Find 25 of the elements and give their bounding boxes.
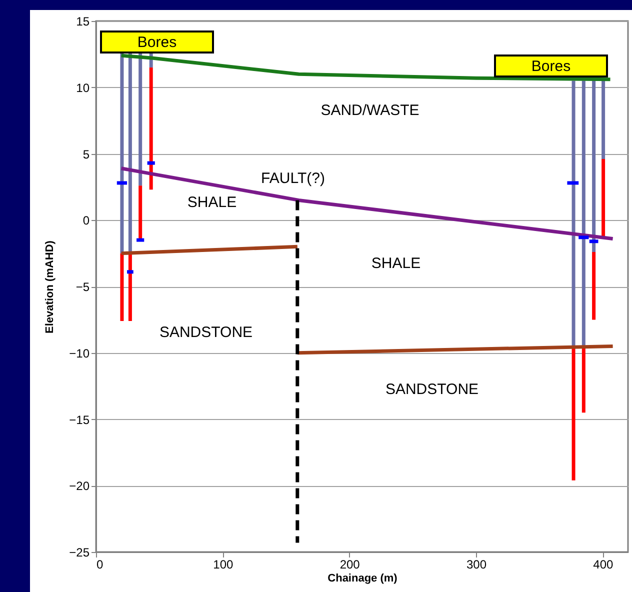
- line-series: [120, 54, 612, 82]
- y-tick-label: −20: [69, 479, 90, 494]
- y-tick-label: 5: [82, 147, 90, 162]
- x-tick-label: 0: [96, 558, 104, 572]
- x-tick-label: 100: [213, 558, 234, 572]
- annotation: SANDSTONE: [385, 381, 479, 398]
- y-tick-label: −10: [69, 346, 90, 360]
- x-tick-label: 200: [340, 558, 360, 572]
- annotation: SAND/WASTE: [320, 102, 420, 119]
- annotation: Bores: [531, 58, 571, 75]
- y-tick-label: −25: [69, 546, 90, 560]
- annotation: SHALE: [187, 194, 237, 211]
- y-tick-label: −15: [69, 412, 90, 427]
- y-tick-label: 0: [82, 214, 90, 228]
- x-axis-title: Chainage (m): [328, 572, 398, 584]
- y-tick-label: 15: [76, 14, 90, 28]
- x-tick-label: 400: [593, 558, 614, 572]
- y-tick-label: 10: [76, 80, 90, 95]
- annotation: Bores: [137, 34, 177, 51]
- annotation: SHALE: [371, 255, 421, 272]
- y-axis-title: Elevation (mAHD): [44, 240, 56, 334]
- annotation: FAULT(?): [261, 170, 325, 187]
- y-tick-label: −5: [76, 280, 90, 294]
- x-tick-label: 300: [466, 558, 487, 572]
- annotation: SANDSTONE: [159, 324, 253, 341]
